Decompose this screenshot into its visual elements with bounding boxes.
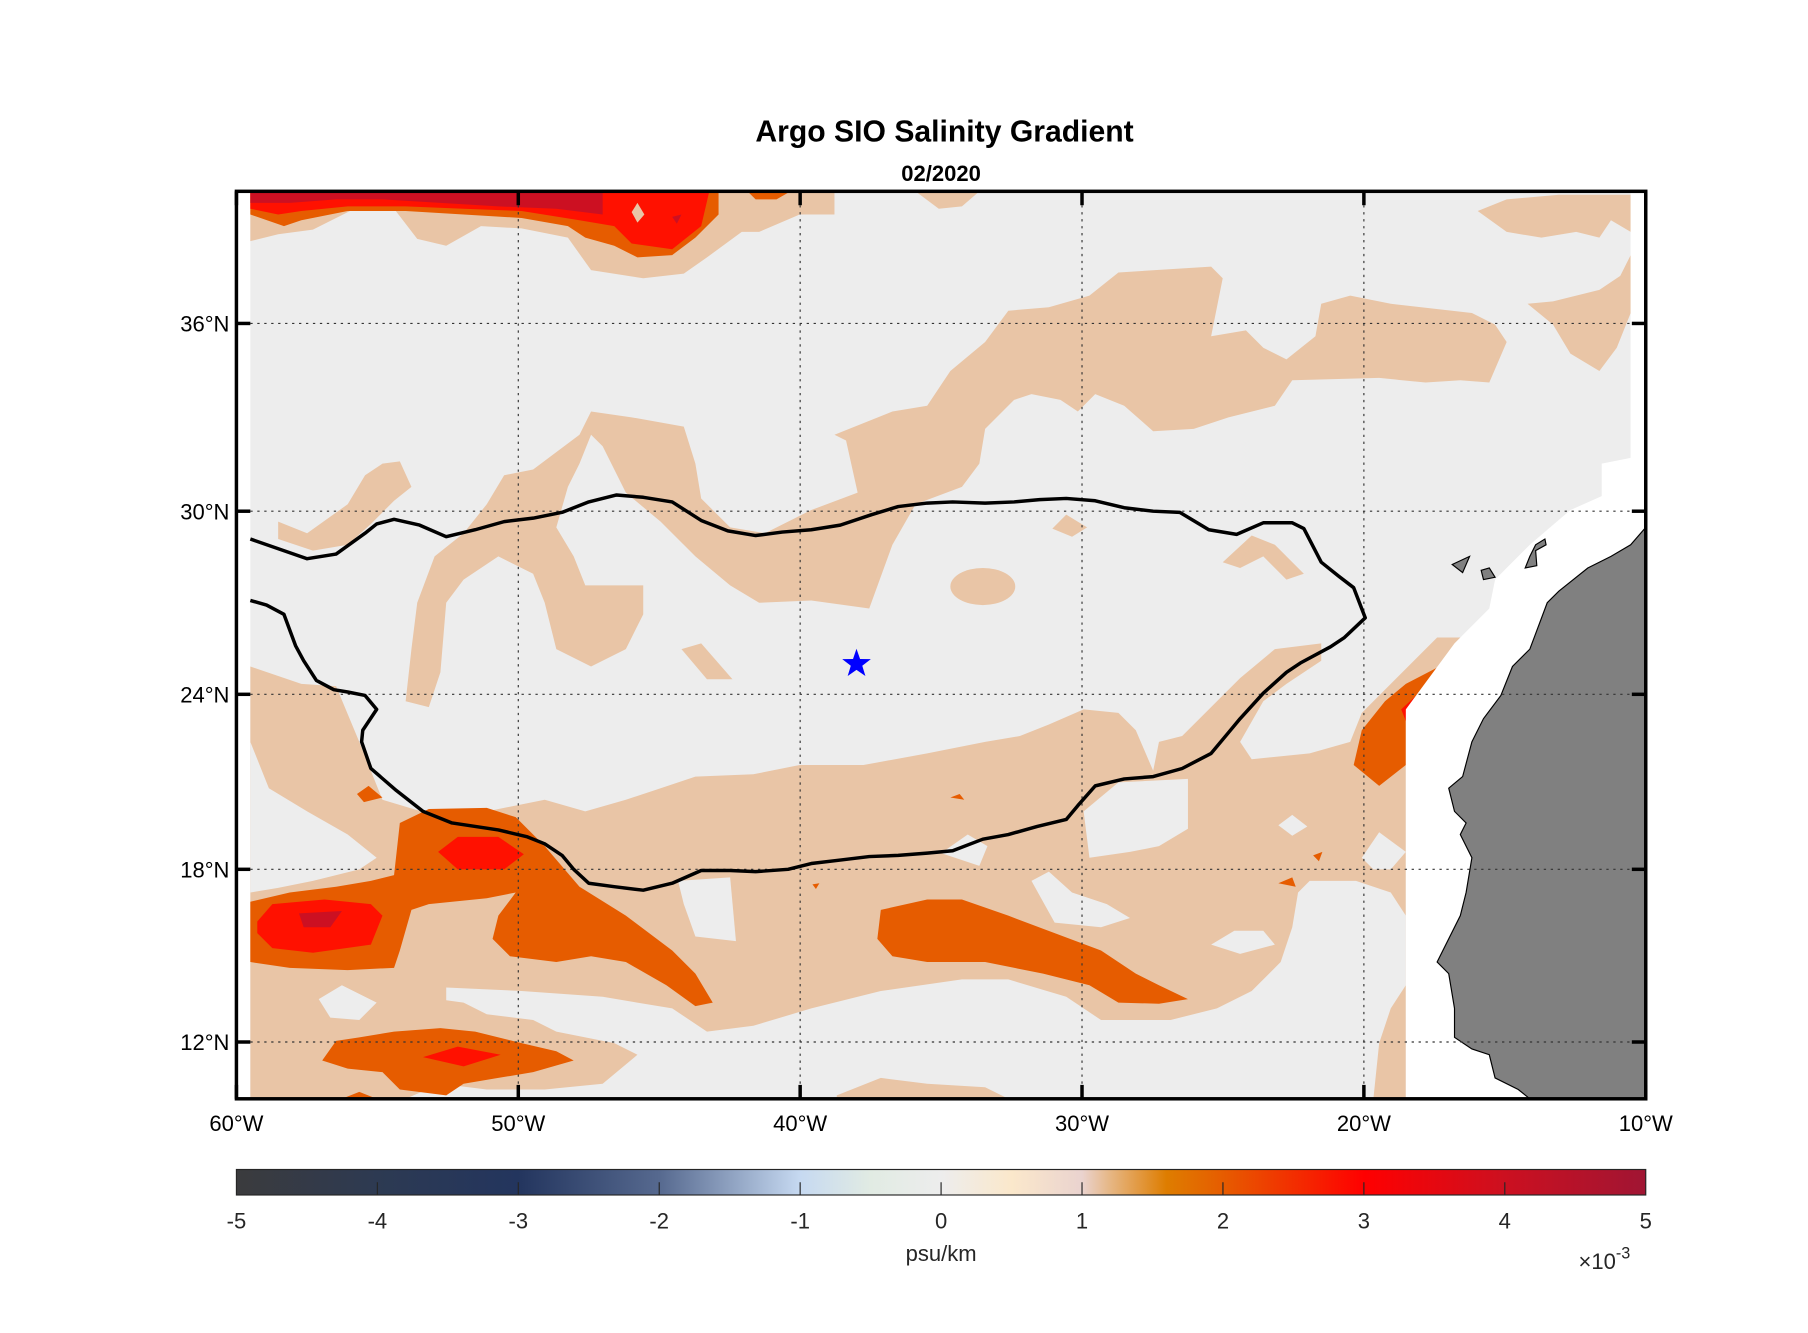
chart-title: Argo SIO Salinity Gradient (755, 115, 1133, 148)
contour-patch (1031, 871, 1130, 928)
contour-patch (631, 202, 645, 223)
contour-patch (672, 214, 682, 224)
colorbar-tick-label: -4 (368, 1209, 388, 1234)
axis-ticks (234, 191, 1648, 1099)
contour-patch (950, 567, 1016, 606)
y-tick-label: 36°N (180, 312, 229, 337)
map-area (236, 191, 1646, 1099)
contour-patch (1083, 778, 1188, 858)
contour-patch (915, 191, 980, 209)
contour-patch (1211, 930, 1275, 954)
contour-fill-4-5 (250, 191, 682, 928)
colorbar-tick-label: 5 (1640, 1209, 1652, 1234)
africa-land (1436, 526, 1646, 1099)
contour-patch (405, 880, 1406, 1099)
contour-patch (812, 883, 820, 890)
x-tick-label: 60°W (209, 1111, 263, 1136)
island (1451, 555, 1471, 574)
contour-patch (1313, 851, 1323, 862)
colorbar-tick-label: 0 (935, 1209, 947, 1234)
contour-patch (1052, 514, 1088, 537)
island (1524, 538, 1547, 569)
x-tick-label: 20°W (1337, 1111, 1391, 1136)
island (1480, 567, 1497, 581)
colorbar-tick-label: 4 (1499, 1209, 1511, 1234)
contour-patch (747, 191, 791, 200)
contour-patch (250, 741, 377, 893)
x-tick-labels: 60°W 50°W 40°W 30°W 20°W 10°W (209, 1111, 1673, 1136)
contour-line (249, 493, 1368, 892)
contour-patch (299, 911, 342, 928)
contour-patch (1527, 255, 1631, 371)
colorbar-label: psu/km (906, 1241, 977, 1266)
axes-box (234, 189, 1648, 1101)
x-tick-label: 10°W (1619, 1111, 1673, 1136)
colorbar-tick-label: 3 (1358, 1209, 1370, 1234)
contour-patch (1278, 814, 1308, 836)
contour-patch (423, 1046, 501, 1067)
contour-fill-1-2 (250, 191, 1631, 1099)
colorbar-tick-label: -5 (227, 1209, 247, 1234)
contour-patch (1361, 832, 1406, 870)
contour-patch (438, 836, 524, 870)
colorbar: -5 -4 -3 -2 -1 0 1 2 3 4 5 psu/km ×10-3 (227, 1168, 1652, 1274)
colorbar-exponent: ×10-3 (1579, 1245, 1631, 1274)
float-location-star-marker (842, 648, 871, 677)
contour-patch (250, 807, 713, 1007)
contour-patch (405, 266, 1507, 708)
contour-patch (1278, 877, 1296, 887)
colorbar-tick-label: 2 (1217, 1209, 1229, 1234)
colorbar-tick-label: 1 (1076, 1209, 1088, 1234)
contour-patch (318, 985, 377, 1020)
x-tick-label: 40°W (773, 1111, 827, 1136)
contour-patch (250, 637, 1472, 1099)
colorbar-ticks: -5 -4 -3 -2 -1 0 1 2 3 4 5 (227, 1182, 1652, 1234)
y-tick-labels: 36°N 30°N 24°N 18°N 12°N (180, 312, 229, 1056)
contour-patch (877, 899, 1188, 1004)
contour-patch (1477, 194, 1631, 238)
contour-holes-0-1 (250, 741, 1406, 1099)
colorbar-tick-label: -2 (649, 1209, 669, 1234)
contour-patch (250, 191, 603, 215)
y-tick-label: 18°N (180, 857, 229, 882)
colorbar-tick-label: -1 (790, 1209, 810, 1234)
contour-patch (1353, 667, 1445, 786)
y-tick-label: 24°N (180, 682, 229, 707)
colorbar-tick-label: -3 (509, 1209, 529, 1234)
exponent-power: -3 (1616, 1245, 1630, 1263)
contour-patch (681, 643, 733, 680)
y-tick-label: 12°N (180, 1030, 229, 1055)
contour-patch (678, 877, 736, 942)
chart-subtitle: 02/2020 (901, 161, 981, 186)
x-tick-label: 30°W (1055, 1111, 1109, 1136)
contour-patch (356, 785, 383, 803)
x-tick-label: 50°W (491, 1111, 545, 1136)
gridlines (236, 191, 1646, 1099)
contour-patch (1222, 535, 1304, 580)
exponent-base: ×10 (1579, 1249, 1616, 1274)
contour-patch (278, 461, 412, 551)
y-tick-label: 30°N (180, 499, 229, 524)
contour-patch (950, 793, 965, 800)
